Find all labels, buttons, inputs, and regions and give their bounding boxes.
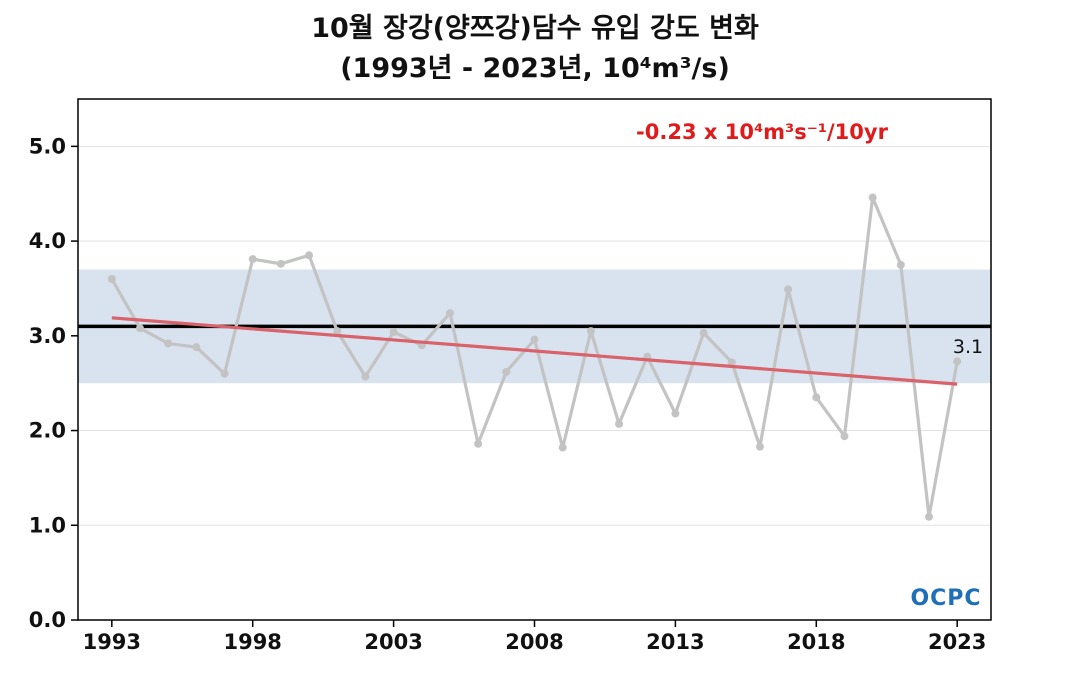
- data-point: [671, 409, 680, 418]
- data-point: [530, 335, 539, 344]
- data-point: [135, 324, 144, 333]
- x-tick-label: 1998: [223, 630, 281, 654]
- data-point: [389, 328, 398, 337]
- data-point: [755, 442, 764, 451]
- data-point: [615, 419, 624, 428]
- y-tick-label: 2.0: [29, 419, 66, 443]
- data-point: [699, 328, 708, 337]
- y-tick-label: 5.0: [29, 134, 66, 158]
- data-point: [784, 285, 793, 294]
- x-tick-label: 1993: [83, 630, 141, 654]
- data-point: [164, 339, 173, 348]
- data-point: [812, 393, 821, 402]
- ocpc-logo: OCPC: [910, 586, 981, 611]
- data-point: [333, 327, 342, 336]
- data-point: [192, 343, 201, 352]
- x-tick-label: 2003: [364, 630, 422, 654]
- x-tick-label: 2013: [646, 630, 704, 654]
- trend-annotation: -0.23 x 10⁴m³s⁻¹/10yr: [636, 120, 889, 144]
- data-point: [586, 327, 595, 336]
- data-point: [558, 443, 567, 452]
- x-tick-label: 2018: [787, 630, 845, 654]
- x-tick-label: 2008: [505, 630, 563, 654]
- data-point: [248, 255, 257, 264]
- data-point: [220, 369, 229, 378]
- data-point: [502, 367, 511, 376]
- y-tick-label: 0.0: [29, 608, 66, 632]
- y-tick-label: 3.0: [29, 324, 66, 348]
- chart-title-line2: (1993년 - 2023년, 10⁴m³/s): [340, 53, 730, 84]
- chart-title-line1: 10월 장강(양쯔강)담수 유입 강도 변화: [311, 13, 759, 44]
- data-point: [925, 512, 934, 521]
- data-point: [305, 251, 314, 260]
- y-axis-ticks: 0.0 1.0 2.0 3.0 4.0 5.0: [29, 134, 78, 632]
- data-point: [953, 357, 962, 366]
- trend-line: [111, 316, 958, 386]
- data-point: [474, 439, 483, 448]
- data-points: [107, 193, 962, 521]
- data-point: [896, 260, 905, 269]
- data-point: [445, 309, 454, 318]
- reference-value-label: 3.1: [953, 336, 983, 358]
- data-point: [361, 372, 370, 381]
- y-tick-label: 1.0: [29, 513, 66, 537]
- x-axis-ticks: 1993 1998 2003 2008 2013 2018 2023: [83, 620, 986, 654]
- data-point: [727, 358, 736, 367]
- data-point: [107, 274, 116, 283]
- x-tick-label: 2023: [928, 630, 986, 654]
- data-point: [868, 193, 877, 202]
- y-tick-label: 4.0: [29, 229, 66, 253]
- data-point: [276, 259, 285, 268]
- data-point: [840, 432, 849, 441]
